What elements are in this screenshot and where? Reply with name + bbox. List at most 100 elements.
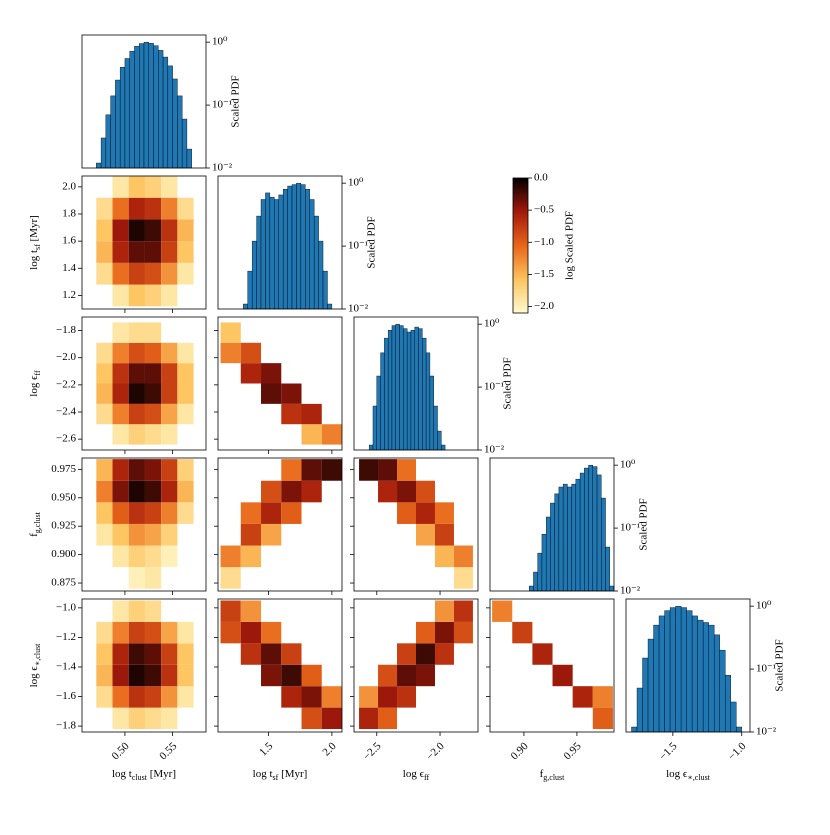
density-cell — [177, 363, 194, 384]
hist-bar — [537, 552, 543, 592]
hist-bar — [100, 137, 107, 169]
density-cell — [144, 523, 162, 546]
density-cell — [281, 383, 302, 404]
density-cell — [261, 502, 282, 524]
density-cell — [112, 523, 129, 546]
density-cell — [552, 664, 573, 687]
hist-bar — [669, 607, 676, 733]
hist-bar — [554, 493, 560, 592]
y-tick-label: 10⁻¹ — [620, 522, 640, 534]
y-tick-label: 0.975 — [51, 463, 76, 475]
density-cell — [434, 523, 454, 546]
density-cell — [144, 459, 162, 481]
density-cell — [144, 322, 162, 343]
density-cell — [161, 363, 178, 384]
y-tick-label: 10⁻² — [756, 726, 777, 738]
y-tick-label: 10⁻² — [620, 585, 641, 597]
density-cell — [161, 459, 178, 481]
density-cell — [240, 600, 262, 622]
hist-bar — [422, 337, 427, 451]
label-part: f — [28, 533, 40, 537]
hist-bar — [251, 240, 257, 310]
density-cell — [240, 643, 262, 665]
density-cell — [177, 219, 194, 242]
density-cell — [144, 621, 162, 644]
y-tick-label: −2.2 — [56, 378, 76, 390]
hist-bar — [256, 215, 262, 310]
frame — [217, 457, 343, 592]
density-cell — [96, 262, 113, 285]
hist-bar — [529, 585, 534, 592]
density-cell — [512, 621, 533, 644]
density-cell — [397, 480, 416, 503]
density-cell — [161, 219, 178, 242]
density-cell — [572, 686, 593, 708]
density-cell — [397, 459, 416, 481]
hist-bar — [410, 330, 415, 451]
y-tick-label: 0.925 — [51, 520, 76, 532]
density-cell — [144, 480, 162, 503]
hist-bar — [322, 270, 328, 310]
density-cell — [161, 284, 178, 307]
density-cell — [128, 707, 145, 730]
hist-bar — [172, 78, 178, 169]
axis-label: log ϵff — [28, 370, 43, 397]
density-cell — [128, 219, 145, 242]
y-tick-label: −1.8 — [56, 720, 76, 732]
density-cell — [397, 643, 416, 665]
y-tick-label: 0.950 — [51, 491, 76, 503]
density-cell — [144, 424, 162, 445]
density-cell — [112, 403, 129, 425]
label-part: log t — [253, 768, 273, 780]
hist-bar — [327, 303, 333, 310]
density-cell — [112, 459, 129, 481]
hist-bar — [372, 405, 377, 451]
density-cell — [453, 567, 473, 589]
density-cell — [112, 621, 129, 644]
hist-bar — [736, 726, 742, 733]
density-cell — [96, 342, 113, 364]
hist-bar — [725, 674, 731, 733]
hist-bar — [697, 619, 704, 733]
axis-label: log ϵ∗,clust — [666, 768, 711, 783]
density-cell — [161, 197, 178, 220]
density-cell — [112, 176, 129, 198]
label-part: g,clust — [33, 511, 42, 533]
hist-bar — [702, 622, 709, 733]
density-cell — [177, 686, 194, 708]
density-cell — [416, 643, 435, 665]
hist-bar — [708, 624, 715, 733]
density-cell — [128, 643, 145, 665]
density-cell — [416, 502, 435, 524]
frame — [217, 316, 343, 451]
axis-label: log ϵ∗,clust — [28, 643, 43, 688]
y-tick-label: 10⁰ — [212, 36, 228, 48]
density-cell — [161, 643, 178, 665]
density-cell — [96, 363, 113, 384]
density-cell — [128, 459, 145, 481]
hist-bar — [691, 615, 698, 733]
density-cell — [434, 545, 454, 568]
density-cell — [177, 664, 194, 687]
density-cell — [378, 664, 398, 687]
label-part: log ϵ — [28, 666, 40, 688]
density-cell — [240, 342, 262, 364]
density-cell — [177, 342, 194, 364]
hist-bar — [287, 185, 293, 310]
density-cell — [161, 241, 178, 263]
density-cell — [112, 664, 129, 687]
density-cell — [128, 600, 145, 622]
hist-bar — [406, 331, 412, 451]
label-part: [Myr] — [278, 768, 307, 780]
density-cell — [128, 502, 145, 524]
hist-bar — [318, 240, 324, 310]
hist-bar — [143, 41, 149, 169]
density-cell — [453, 600, 473, 622]
hist-bar — [167, 65, 173, 169]
density-cell — [416, 621, 435, 644]
density-cell — [128, 284, 145, 307]
hist-bar — [395, 323, 400, 451]
density-cell — [112, 284, 129, 307]
label-part: log ϵ — [28, 375, 40, 397]
density-cell — [96, 643, 113, 665]
